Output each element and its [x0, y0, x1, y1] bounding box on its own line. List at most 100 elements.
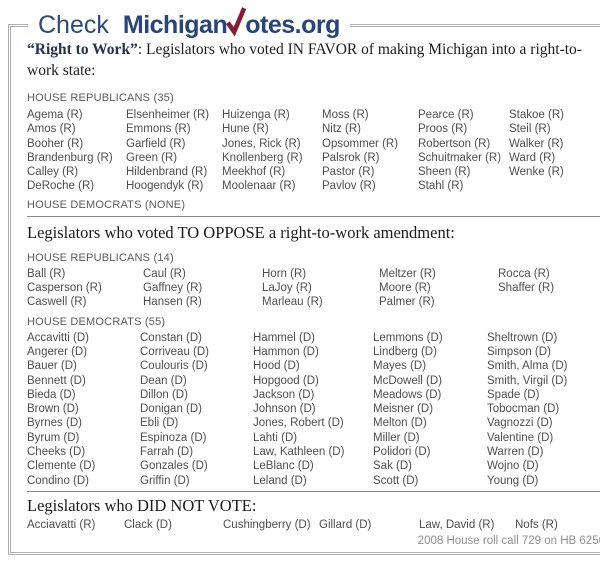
legislator-name: Byrnes (D): [27, 417, 82, 430]
legislator-name: Calley (R): [27, 166, 79, 179]
legislator-name: Nitz (R): [322, 123, 361, 136]
legislator-name: Ball (R): [27, 267, 66, 280]
legislator-name: Miller (D): [373, 431, 420, 444]
legislator-name: Brown (D): [27, 403, 79, 416]
legislator-name: Sheen (R): [418, 166, 471, 179]
legislator-name: Casperson (R): [27, 282, 102, 295]
legislator-name: Meltzer (R): [379, 267, 436, 280]
legislator-name: Hune (R): [222, 123, 269, 136]
name-column: Horn (R) LaJoy (R) Marleau (R): [262, 267, 379, 310]
legislator-name: Booher (R): [27, 137, 84, 150]
legislator-name: Hildenbrand (R): [126, 166, 208, 179]
legislator-name: Corriveau (D): [140, 345, 210, 358]
legislator-name: Emmons (R): [126, 123, 191, 136]
legislator-name: Gaffney (R): [143, 282, 203, 295]
legislator-name: Amos (R): [27, 123, 76, 136]
name-column: Moss (R) Nitz (R) Opsommer (R) Palsrok (R) P…: [322, 108, 418, 194]
name-column: Elsenheimer (R) Emmons (R) Garfield (R) Gre…: [126, 108, 222, 194]
legislator-name: Horn (R): [262, 267, 307, 280]
legislator-name: Ebli (D): [140, 417, 179, 430]
legislator-name: Young (D): [487, 474, 539, 487]
legislator-name: Bennett (D): [27, 374, 86, 387]
legislator-name: Wenke (R): [509, 166, 564, 179]
legislator-name: Lahti (D): [253, 431, 298, 444]
legislator-name: Knollenberg (R): [222, 151, 303, 164]
legislator-name: Hood (D): [253, 360, 300, 373]
favor-heading-rest: : Legislators who voted IN FAVOR of maki…: [27, 41, 582, 79]
site-logo[interactable]: Check Michigan otes.org: [28, 3, 350, 40]
legislator-name: Bauer (D): [27, 360, 77, 373]
legislator-name: Valentine (D): [487, 431, 554, 444]
legislator-name: Agema (R): [27, 109, 83, 121]
name-column: Ball (R) Casperson (R) Caswell (R): [27, 267, 143, 310]
legislator-name: Nofs (R): [515, 518, 558, 531]
legislator-name: Lindberg (D): [373, 345, 437, 358]
legislator-name: Schuitmaker (R): [418, 151, 502, 164]
legislator-name: Law, Kathleen (D): [253, 446, 345, 459]
legislator-name: Hopgood (D): [253, 374, 319, 387]
legislator-name: Huizenga (R): [222, 109, 290, 121]
legislator-name: Green (R): [126, 151, 178, 164]
legislator-name: Hoogendyk (R): [126, 180, 204, 193]
checkmark-icon: [226, 7, 247, 37]
legislator-name: Caswell (R): [27, 296, 87, 309]
legislator-name: Proos (R): [418, 123, 468, 136]
no-vote-row: Acciavatti (R) Clack (D) Cushingberry (D…: [27, 518, 600, 532]
legislator-name: Gonzales (D): [140, 460, 208, 473]
legislator-name: DeRoche (R): [27, 180, 95, 193]
legislator-name: Condino (D): [27, 474, 89, 487]
legislator-name: Leland (D): [253, 474, 307, 487]
legislator-name: LaJoy (R): [262, 282, 312, 295]
legislator-name: Smith, Alma (D): [487, 360, 568, 373]
legislator-name: Moore (R): [379, 282, 431, 295]
favor-heading: “Right to Work”: Legislators who voted I…: [27, 39, 600, 81]
favor-democrats-header: HOUSE DEMOCRATS (NONE): [27, 198, 186, 211]
name-column: Sheltrown (D) Simpson (D) Smith, Alma (D) S…: [487, 331, 568, 488]
logo-brand-suffix: otes.org: [245, 11, 340, 39]
legislator-name: Rocca (R): [498, 267, 550, 280]
legislator-name: Farrah (D): [140, 446, 194, 459]
legislator-name: Constan (D): [140, 331, 202, 344]
legislator-name: Cheeks (D): [27, 446, 86, 459]
legislator-name: Scott (D): [373, 474, 419, 487]
legislator-name: Meisner (D): [373, 403, 434, 416]
legislator-name: Pearce (R): [418, 109, 474, 121]
legislator-name: Meadows (D): [373, 388, 442, 401]
legislator-name: Clack (D): [124, 518, 172, 531]
legislator-name: Dean (D): [140, 374, 187, 387]
legislator-name: Hansen (R): [143, 296, 202, 309]
legislator-name: Dillon (D): [140, 388, 188, 401]
legislator-name: Shaffer (R): [498, 282, 555, 295]
legislator-name: Spade (D): [487, 388, 540, 401]
legislator-name: Caul (R): [143, 267, 186, 280]
legislator-name: Hammel (D): [253, 331, 315, 344]
legislator-name: Simpson (D): [487, 345, 551, 358]
legislator-name: Melton (D): [373, 417, 427, 430]
logo-brand-text: Michigan otes.org: [123, 3, 340, 40]
legislator-name: Coulouris (D): [140, 360, 208, 373]
legislator-name: McDowell (D): [373, 374, 442, 387]
legislator-name: Espinoza (D): [140, 431, 207, 444]
favor-republicans-header: HOUSE REPUBLICANS (35): [27, 92, 174, 104]
legislator-name: Moolenaar (R): [222, 180, 296, 193]
legislator-name: Ward (R): [509, 151, 556, 164]
legislator-name: Gillard (D): [319, 518, 372, 531]
legislator-name: Garfield (R): [126, 137, 186, 150]
legislator-name: Mayes (D): [373, 360, 427, 373]
legislator-name: Cushingberry (D): [223, 518, 311, 531]
legislator-name: Jones, Robert (D): [253, 417, 344, 430]
name-column: Rocca (R) Shaffer (R): [498, 267, 554, 310]
legislator-name: Vagnozzi (D): [487, 417, 553, 430]
oppose-democrats-header: HOUSE DEMOCRATS (55): [27, 315, 166, 328]
section-divider: [27, 215, 600, 217]
legislator-name: Polidori (D): [373, 446, 431, 459]
logo-brand-prefix: Michigan: [122, 11, 228, 39]
legislator-name: Donigan (D): [140, 403, 202, 416]
legislator-name: Stakoe (R): [509, 109, 564, 121]
legislator-name: Angerer (D): [27, 345, 88, 358]
name-column: Accavitti (D) Angerer (D) Bauer (D) Bennett…: [27, 331, 140, 488]
logo-check-label: Check: [38, 11, 109, 39]
legislator-name: Palsrok (R): [322, 151, 380, 164]
oppose-republicans-header: HOUSE REPUBLICANS (14): [27, 251, 174, 264]
legislator-name: Walker (R): [509, 137, 564, 150]
